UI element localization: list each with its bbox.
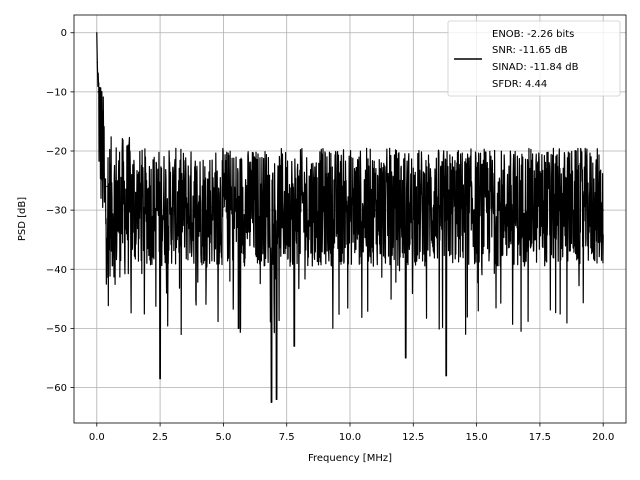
series-point xyxy=(425,206,427,208)
y-tick-label: 0 xyxy=(61,28,67,39)
y-axis-label: PSD [dB] xyxy=(17,197,28,241)
legend-sfdr: SFDR: 4.44 xyxy=(492,79,547,90)
series-point xyxy=(405,357,407,359)
series-point xyxy=(270,401,273,403)
series-point xyxy=(156,206,159,208)
series-point xyxy=(210,206,212,208)
series-point xyxy=(349,209,351,211)
series-point xyxy=(298,209,300,211)
series-point xyxy=(146,206,149,208)
y-tick-label: −60 xyxy=(46,383,67,394)
series-line xyxy=(96,32,604,403)
series-point xyxy=(374,209,376,211)
series-point xyxy=(197,206,199,208)
series-point xyxy=(222,206,224,208)
series-point xyxy=(260,206,262,208)
legend-enob: ENOB: -2.26 bits xyxy=(492,29,574,40)
y-tick-label: −30 xyxy=(46,206,67,217)
series-point xyxy=(103,174,105,176)
series-point xyxy=(184,206,187,208)
series-point xyxy=(589,209,592,211)
series-point xyxy=(273,209,275,211)
x-tick-label: 10.0 xyxy=(339,432,361,443)
x-tick-label: 2.5 xyxy=(152,432,168,443)
series-point xyxy=(106,185,108,188)
series-point xyxy=(488,209,490,211)
y-axis-ticks: 0 −10 −20 −30 −40 −50 −60 xyxy=(46,28,74,394)
series-point xyxy=(311,206,313,208)
series-point xyxy=(526,209,528,211)
x-tick-label: 5.0 xyxy=(215,432,231,443)
y-tick-label: −50 xyxy=(46,324,67,335)
series-point xyxy=(111,197,113,199)
series-point xyxy=(108,191,111,193)
x-tick-label: 17.5 xyxy=(529,432,551,443)
series-point xyxy=(400,209,402,211)
series-point xyxy=(98,120,100,123)
series-point xyxy=(551,206,554,208)
x-tick-label: 7.5 xyxy=(279,432,295,443)
series-point xyxy=(96,61,98,63)
series-point xyxy=(235,206,237,208)
legend-box xyxy=(447,20,621,97)
y-tick-label: −10 xyxy=(46,87,67,98)
y-tick-label: −40 xyxy=(46,265,67,276)
series-point xyxy=(97,91,99,93)
x-tick-label: 12.5 xyxy=(402,432,424,443)
legend-snr: SNR: -11.65 dB xyxy=(492,45,568,56)
series-point xyxy=(445,375,447,377)
series-point xyxy=(115,200,117,202)
x-tick-label: 15.0 xyxy=(465,432,487,443)
series-point xyxy=(134,206,136,208)
series-point xyxy=(275,398,278,400)
series-point xyxy=(127,206,130,208)
series-point xyxy=(99,138,102,140)
series-point xyxy=(96,32,98,34)
series-point xyxy=(172,209,174,211)
plot-area xyxy=(96,32,604,403)
x-tick-label: 0.0 xyxy=(89,432,105,443)
series-point xyxy=(602,209,604,211)
series-point xyxy=(121,203,123,205)
series-point xyxy=(476,206,478,208)
x-axis-ticks: 0.0 2.5 5.0 7.5 10.0 12.5 15.0 17.5 20.0 xyxy=(89,423,614,443)
series-point xyxy=(159,378,161,380)
x-tick-label: 20.0 xyxy=(592,432,614,443)
series-point xyxy=(248,209,250,211)
series-layer xyxy=(96,32,604,403)
legend: ENOB: -2.26 bits SNR: -11.65 dB SINAD: -… xyxy=(447,20,621,97)
series-point xyxy=(387,209,389,211)
series-point xyxy=(293,345,295,347)
legend-sinad: SINAD: -11.84 dB xyxy=(492,62,579,73)
series-point xyxy=(101,150,103,152)
series-point xyxy=(324,206,326,208)
series-point xyxy=(450,206,452,208)
series-point xyxy=(501,209,503,211)
series-point xyxy=(577,206,579,208)
series-point xyxy=(237,327,240,329)
series-point xyxy=(286,206,288,208)
y-tick-label: −20 xyxy=(46,147,67,158)
x-axis-label: Frequency [MHz] xyxy=(308,453,392,464)
